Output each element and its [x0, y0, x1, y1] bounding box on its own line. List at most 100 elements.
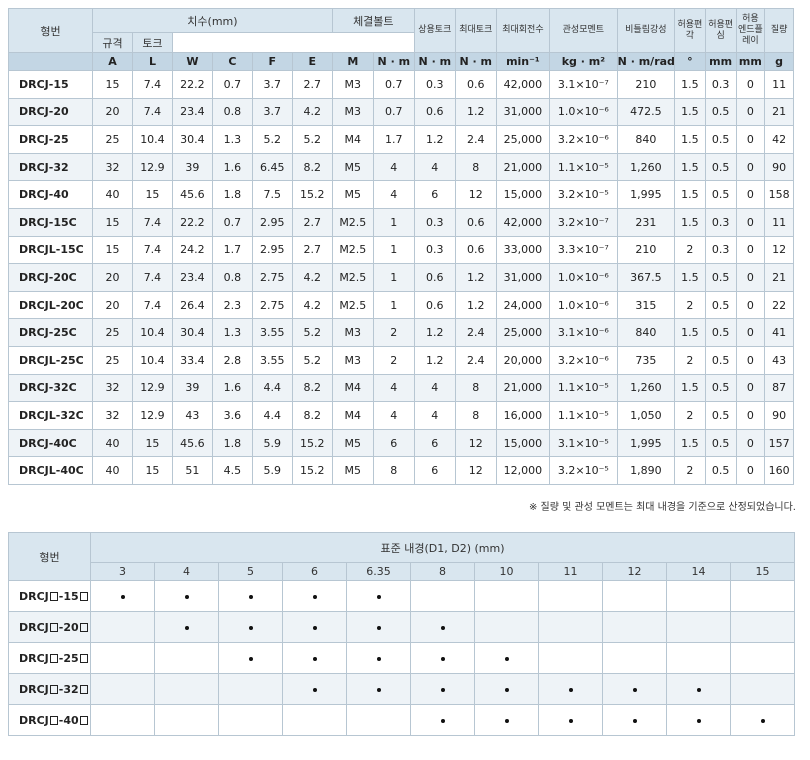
placeholder-box-icon: [49, 622, 58, 632]
spec-cell: M2.5: [331, 290, 374, 320]
placeholder-box-icon: [49, 653, 58, 663]
table-row: DRCJL-40C 40 15 51 4.5 5.9 15.2 M5 8 6 12 12,000 3.2…: [7, 456, 794, 485]
spec-cell: 7.4: [131, 70, 173, 99]
unit-cell: L: [131, 52, 173, 71]
spec-cell: 1.7: [372, 125, 415, 154]
spec-cell: 12: [764, 235, 794, 265]
available-dot-icon: [248, 594, 253, 599]
spec-cell: 0.5: [704, 263, 737, 292]
model-name: DRCJ-25C: [7, 318, 94, 347]
available-dot-icon: [184, 625, 189, 630]
unit-cell: M: [331, 52, 374, 71]
spec-cell: 0.3: [413, 235, 456, 265]
spec-cell: M3: [331, 345, 374, 375]
spec-cell: 25: [92, 345, 133, 375]
bore-cell: [154, 611, 219, 643]
spec-cell: 1.2: [413, 125, 456, 154]
spec-cell: 1.5: [674, 207, 706, 237]
spec-cell: 2.4: [454, 345, 497, 375]
spec-cell: 40: [92, 428, 133, 458]
spec-cell: 1.1×10⁻⁵: [549, 373, 618, 403]
spec-cell: 8.2: [291, 152, 333, 182]
spec-cell: 0.5: [704, 428, 737, 458]
table-row: DRCJ-40 40 15 45.6 1.8 7.5 15.2 M5 4 6 12 15,000 3.2…: [7, 180, 794, 209]
available-dot-icon: [440, 687, 445, 692]
spec-cell: 0: [735, 318, 766, 347]
bore-cell: [90, 704, 155, 736]
model-name: DRCJL-25C: [7, 345, 94, 375]
spec-cell: 12.9: [131, 373, 173, 403]
placeholder-box-icon: [79, 684, 88, 694]
spec-cell: 22.2: [171, 207, 213, 237]
model-name: DRCJL-32C: [7, 401, 94, 430]
table-row: DRCJ -15: [8, 580, 796, 612]
available-dot-icon: [120, 594, 125, 599]
spec-cell: 10.4: [131, 318, 173, 347]
spec-cell: 7.4: [131, 235, 173, 265]
spec-cell: 15,000: [495, 180, 551, 209]
spec-cell: 4.2: [291, 290, 333, 320]
model-name: DRCJ-40C: [7, 428, 94, 458]
spec-cell: 4.2: [291, 97, 333, 127]
spec-cell: 1.5: [674, 180, 706, 209]
available-dot-icon: [312, 625, 317, 630]
spec-cell: 15: [131, 456, 173, 485]
table-row: DRCJ -20: [8, 611, 796, 643]
spec-cell: 6.45: [251, 152, 293, 182]
bore-cell: [666, 704, 731, 736]
model-name: DRCJL-15C: [7, 235, 94, 265]
spec-cell: 0: [735, 180, 766, 209]
spec-cell: 4.4: [251, 373, 293, 403]
unit-cell: N · m: [372, 52, 415, 71]
spec-cell: 315: [616, 290, 676, 320]
spec-cell: 3.6: [211, 401, 253, 430]
model-prefix: DRCJ: [19, 589, 49, 603]
spec-cell: 12.9: [131, 401, 173, 430]
bore-model-name: DRCJ -32: [8, 673, 91, 705]
spec-cell: 0.6: [454, 235, 497, 265]
bore-cell: [218, 704, 283, 736]
header-bolt-torque: 토크: [131, 32, 173, 53]
spec-cell: 840: [616, 125, 676, 154]
spec-cell: 20: [92, 97, 133, 127]
header-model: 형번: [7, 8, 94, 53]
spec-cell: 6: [372, 428, 415, 458]
bore-cell: [729, 580, 796, 612]
available-dot-icon: [568, 718, 573, 723]
bore-cell: [218, 642, 283, 674]
available-dot-icon: [696, 687, 701, 692]
spec-cell: 43: [171, 401, 213, 430]
header-rated-torque: 상용토크: [413, 8, 456, 53]
spec-cell: 43: [764, 345, 794, 375]
header-max-torque: 최대토크: [454, 8, 497, 53]
bore-header-model: 형번: [8, 532, 91, 581]
spec-cell: 0.7: [372, 70, 415, 99]
available-dot-icon: [504, 687, 509, 692]
header-max-speed: 최대회전수: [495, 8, 551, 53]
spec-cell: 0.3: [704, 207, 737, 237]
spec-cell: M2.5: [331, 263, 374, 292]
spec-cell: M4: [331, 125, 374, 154]
table-row: DRCJ-15C 15 7.4 22.2 0.7 2.95 2.7 M2.5 1 0.3 0.6 42…: [7, 207, 794, 237]
spec-cell: 0.5: [704, 152, 737, 182]
spec-cell: 25,000: [495, 318, 551, 347]
spec-cell: 0.8: [211, 97, 253, 127]
bore-header-title: 표준 내경(D1, D2) (mm): [89, 532, 796, 563]
placeholder-box-icon: [49, 591, 58, 601]
spec-cell: 2.95: [251, 235, 293, 265]
spec-cell: 0.5: [704, 97, 737, 127]
spec-cell: 25: [92, 318, 133, 347]
spec-cell: 1.3: [211, 125, 253, 154]
spec-cell: 1.7: [211, 235, 253, 265]
spec-cell: 24.2: [171, 235, 213, 265]
spec-cell: 0: [735, 373, 766, 403]
spec-cell: 32: [92, 373, 133, 403]
available-dot-icon: [376, 594, 381, 599]
spec-cell: 0.6: [454, 70, 497, 99]
spec-cell: 3.55: [251, 345, 293, 375]
bore-cell: [410, 704, 475, 736]
model-suffix: -20: [58, 620, 79, 634]
bore-cell: [538, 611, 603, 643]
spec-cell: 1.2: [413, 318, 456, 347]
spec-cell: 7.4: [131, 290, 173, 320]
